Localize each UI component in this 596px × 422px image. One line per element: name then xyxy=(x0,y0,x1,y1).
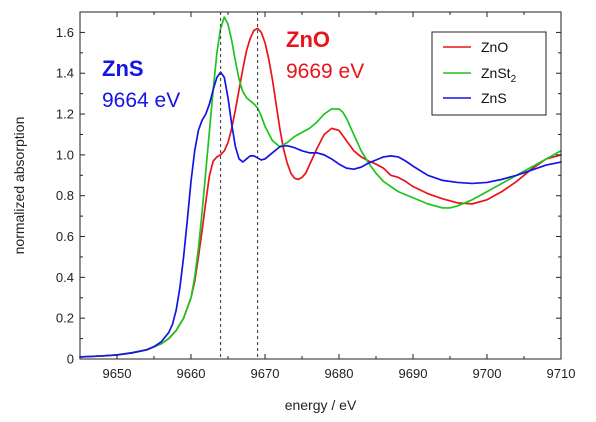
x-tick-label: 9690 xyxy=(399,366,428,381)
reference-lines xyxy=(220,12,259,359)
legend-label-zno: ZnO xyxy=(481,39,508,55)
axis-ticks: 9650 9660 9670 9680 9690 9700 9710 0 0.2 0.4 0.6 0.… xyxy=(56,12,576,381)
legend-label-zns: ZnS xyxy=(481,90,507,106)
x-tick-label: 9710 xyxy=(547,366,576,381)
legend: ZnO ZnSt2 ZnS xyxy=(431,31,547,116)
x-tick-label: 9680 xyxy=(325,366,354,381)
x-tick-label: 9650 xyxy=(103,366,132,381)
legend-label-znst2: ZnSt2 xyxy=(481,65,517,85)
annotation-zno-title: ZnO xyxy=(286,27,330,52)
x-tick-label: 9660 xyxy=(177,366,206,381)
y-axis-label: normalized absorption xyxy=(11,117,27,255)
y-tick-label: 1.4 xyxy=(56,66,74,81)
y-tick-label: 0.4 xyxy=(56,270,74,285)
y-tick-label: 0.8 xyxy=(56,188,74,203)
annotation-zno-energy: 9669 eV xyxy=(286,60,364,83)
series-line-zno xyxy=(79,27,562,358)
y-tick-label: 0.2 xyxy=(56,311,74,326)
annotation-zns-energy: 9664 eV xyxy=(102,89,180,112)
y-tick-label: 0 xyxy=(67,352,74,367)
y-tick-label: 1.0 xyxy=(56,147,74,162)
series-line-zns xyxy=(79,71,562,358)
y-tick-label: 1.2 xyxy=(56,107,74,122)
annotation-zns-title: ZnS xyxy=(102,56,144,81)
y-tick-label: 1.6 xyxy=(56,25,74,40)
x-axis-label: energy / eV xyxy=(285,397,357,413)
series-line-znst2 xyxy=(79,16,562,358)
x-tick-label: 9700 xyxy=(473,366,502,381)
plot-frame xyxy=(79,11,562,360)
x-tick-label: 9670 xyxy=(251,366,280,381)
series-layer xyxy=(79,16,562,358)
y-tick-label: 0.6 xyxy=(56,229,74,244)
